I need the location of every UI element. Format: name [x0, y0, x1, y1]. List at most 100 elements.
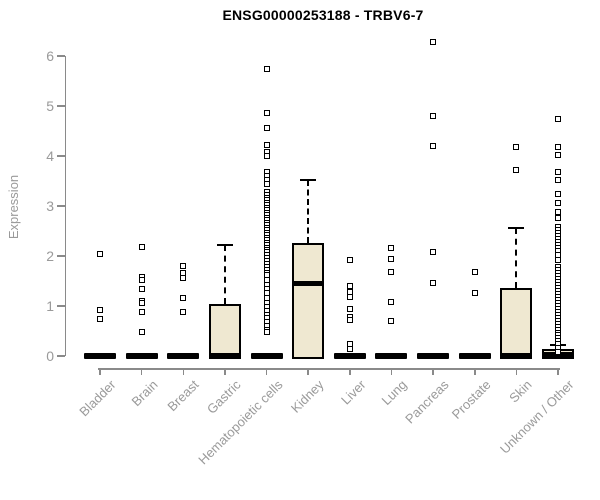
x-tick [515, 368, 518, 375]
collapsed-box [375, 353, 408, 359]
y-tick [56, 155, 65, 157]
y-tick [56, 255, 65, 257]
chart-title: ENSG00000253188 - TRBV6-7 [222, 7, 424, 23]
outlier-point [555, 152, 562, 158]
x-tick [99, 368, 101, 375]
y-tick-label: 2 [46, 248, 54, 264]
collapsed-box [167, 353, 200, 359]
y-tick-label: 6 [46, 48, 54, 64]
y-tick-label: 1 [46, 298, 54, 314]
outlier-point [346, 257, 353, 263]
outlier-point [388, 318, 395, 324]
outlier-point [430, 249, 437, 255]
outlier-point [263, 181, 270, 187]
outlier-point [388, 245, 395, 251]
collapsed-box [84, 353, 116, 359]
x-tick [265, 368, 268, 375]
y-axis-label: Expression [6, 174, 21, 240]
outlier-point [555, 349, 562, 355]
outlier-point [97, 251, 103, 257]
outlier-point [388, 269, 395, 275]
outlier-point [388, 256, 395, 262]
whisker-line [223, 245, 226, 304]
outlier-point [555, 257, 562, 263]
outlier-point [346, 306, 353, 312]
outlier-point [346, 283, 353, 289]
x-tick [390, 368, 393, 375]
y-axis-line [64, 56, 66, 356]
outlier-point [138, 244, 145, 250]
outlier-point [138, 309, 145, 315]
x-tick [224, 368, 226, 375]
outlier-point [513, 144, 520, 150]
x-tick [140, 368, 143, 375]
outlier-point [180, 275, 187, 281]
whisker-line [307, 180, 310, 243]
outlier-point [555, 144, 562, 150]
outlier-point [555, 209, 562, 215]
x-tick [474, 368, 476, 375]
outlier-point [346, 317, 353, 323]
outlier-point [263, 125, 270, 131]
y-tick [56, 205, 65, 207]
boxplot-box [500, 288, 533, 359]
outlier-point [263, 153, 270, 159]
outlier-point [263, 66, 270, 72]
whisker-cap [300, 178, 317, 181]
outlier-point [138, 277, 145, 283]
outlier-point [388, 299, 395, 305]
outlier-point [430, 280, 437, 286]
collapsed-box [333, 353, 366, 359]
x-tick [307, 368, 309, 375]
outlier-point [471, 290, 478, 296]
outlier-point [263, 110, 270, 116]
outlier-point [138, 329, 145, 335]
collapsed-box [125, 353, 158, 359]
outlier-point [180, 309, 187, 315]
outlier-point [97, 316, 103, 322]
y-tick-label: 4 [46, 148, 54, 164]
median-line [208, 352, 241, 358]
outlier-point [555, 177, 562, 183]
median-line [292, 280, 325, 286]
outlier-point [138, 286, 145, 292]
collapsed-box [417, 353, 450, 359]
outlier-point [430, 143, 437, 149]
outlier-point [97, 307, 103, 313]
outlier-point [430, 39, 437, 45]
outlier-point [430, 113, 437, 119]
outlier-point [471, 269, 478, 275]
x-tick [432, 368, 434, 375]
outlier-point [513, 167, 520, 173]
outlier-point [555, 215, 562, 221]
outlier-point [555, 191, 562, 197]
x-tick [349, 368, 351, 375]
y-tick-label: 0 [46, 348, 54, 364]
collapsed-box [250, 353, 283, 359]
outlier-point [180, 295, 187, 301]
outlier-point [555, 169, 562, 175]
boxplot-box [208, 304, 241, 359]
x-axis-line [98, 368, 561, 370]
y-tick [56, 305, 65, 307]
outlier-point [346, 346, 353, 352]
y-tick-label: 3 [46, 198, 54, 214]
y-tick [56, 55, 65, 57]
outlier-point [555, 116, 562, 122]
outlier-point [263, 142, 270, 148]
outlier-point [138, 300, 145, 306]
y-tick [56, 355, 65, 357]
outlier-point [263, 329, 270, 335]
whisker-cap [508, 226, 525, 229]
y-tick-label: 5 [46, 98, 54, 114]
whisker-cap [216, 243, 233, 246]
collapsed-box [458, 353, 491, 359]
whisker-line [515, 228, 518, 288]
x-tick [182, 368, 185, 375]
outlier-point [555, 200, 562, 206]
median-line [500, 352, 533, 358]
y-tick [56, 105, 65, 107]
x-tick [557, 368, 559, 375]
outlier-point [346, 294, 353, 300]
